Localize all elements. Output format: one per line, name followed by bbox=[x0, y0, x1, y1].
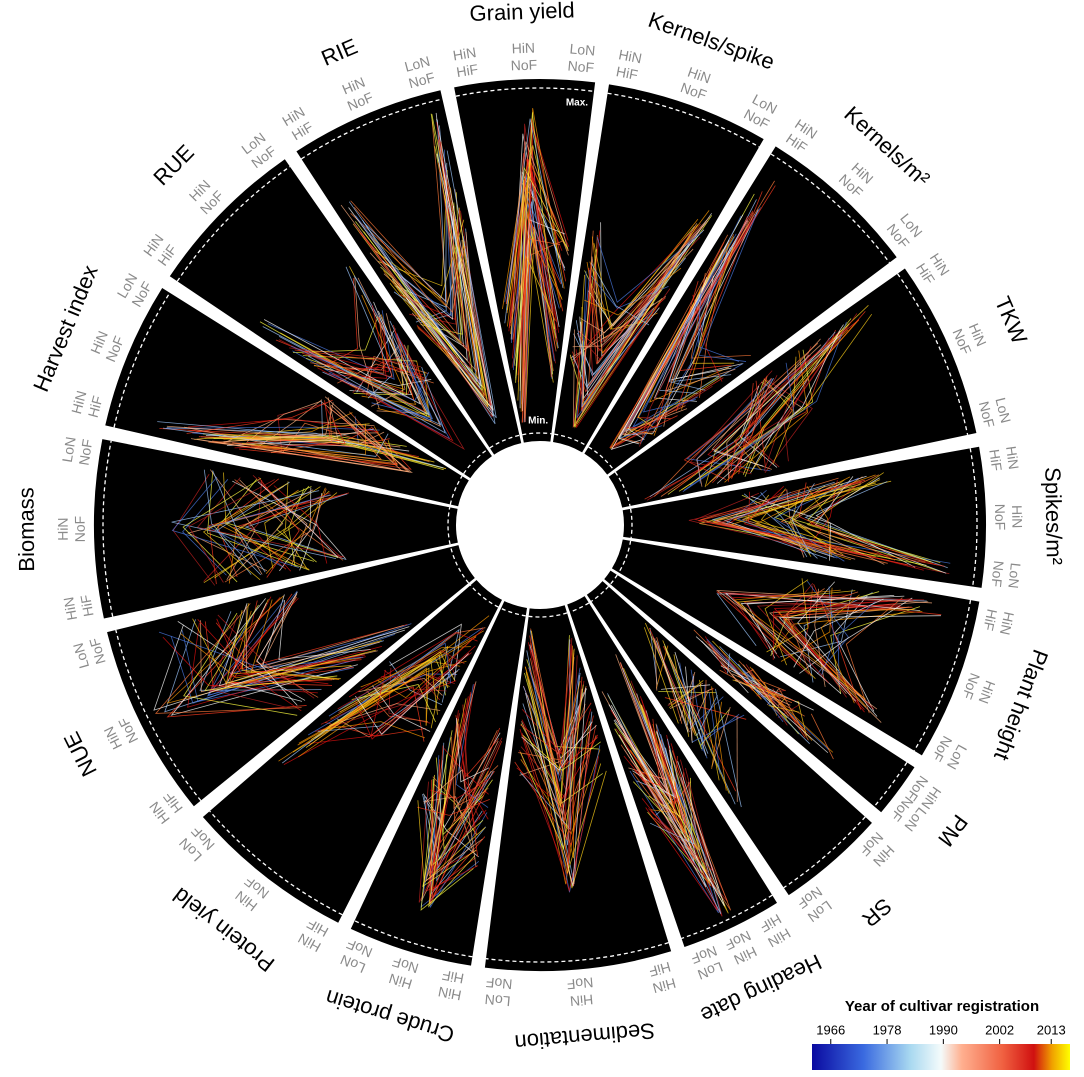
trait-name: Harvest index bbox=[28, 261, 103, 395]
legend-tick-label: 2002 bbox=[985, 1022, 1014, 1037]
treatment-label: HiN bbox=[1003, 445, 1022, 470]
trait-name: TKW bbox=[990, 293, 1033, 348]
treatment-label: HiF bbox=[986, 448, 1005, 472]
legend-title: Year of cultivar registration bbox=[845, 998, 1039, 1015]
sectors bbox=[94, 79, 986, 971]
treatment-label: NoF bbox=[485, 974, 513, 992]
treatment-label: HiF bbox=[980, 608, 1000, 633]
treatment-label: HiF bbox=[441, 967, 465, 987]
trait-name: NUE bbox=[59, 728, 102, 781]
treatment-label: NoF bbox=[72, 516, 88, 543]
trait-name: PM bbox=[933, 810, 973, 851]
treatment-label: NoF bbox=[992, 504, 1008, 531]
max-label: Max. bbox=[566, 97, 588, 108]
treatment-label: HiF bbox=[455, 61, 479, 80]
trait-name: RUE bbox=[148, 140, 198, 191]
trait-name: Plant height bbox=[989, 646, 1053, 764]
treatment-label: HiN bbox=[55, 517, 71, 540]
treatment-label: NoF bbox=[567, 57, 595, 75]
legend-tick-label: 1990 bbox=[929, 1022, 958, 1037]
treatment-label: HiN bbox=[569, 991, 594, 1009]
treatment-label: LoN bbox=[1005, 562, 1024, 589]
treatment-label: NoF bbox=[76, 438, 96, 467]
treatment-label: NoF bbox=[566, 974, 594, 992]
treatment-label: HiF bbox=[615, 63, 639, 83]
treatment-label: NoF bbox=[988, 560, 1007, 588]
trait-name: Crude protein bbox=[322, 985, 457, 1048]
colorbar bbox=[812, 1044, 1070, 1070]
trait-name: Sedimentation bbox=[514, 1018, 656, 1055]
treatment-label: LoN bbox=[569, 40, 596, 58]
legend-tick-label: 1966 bbox=[816, 1022, 845, 1037]
treatment-label: HiF bbox=[77, 594, 97, 618]
legend: 1966 1978 1990 2002 2013 bbox=[816, 1022, 1065, 1044]
treatment-label: HiN bbox=[511, 40, 535, 57]
trait-name: Kernels/spike bbox=[645, 7, 778, 75]
min-label: Min. bbox=[528, 416, 548, 427]
trait-name: Grain yield bbox=[469, 0, 575, 26]
treatment-label: NoF bbox=[510, 57, 537, 74]
treatment-label: LoN bbox=[484, 991, 511, 1009]
legend-tick-label: 1978 bbox=[873, 1022, 902, 1037]
trait-name: Spikes/m² bbox=[1040, 467, 1067, 565]
trait-name: Biomass bbox=[13, 487, 39, 572]
treatment-label: HiN bbox=[1009, 505, 1025, 529]
trait-name: RIE bbox=[318, 33, 362, 70]
trait-name: SR bbox=[857, 893, 896, 932]
legend-tick-label: 2013 bbox=[1037, 1022, 1066, 1037]
